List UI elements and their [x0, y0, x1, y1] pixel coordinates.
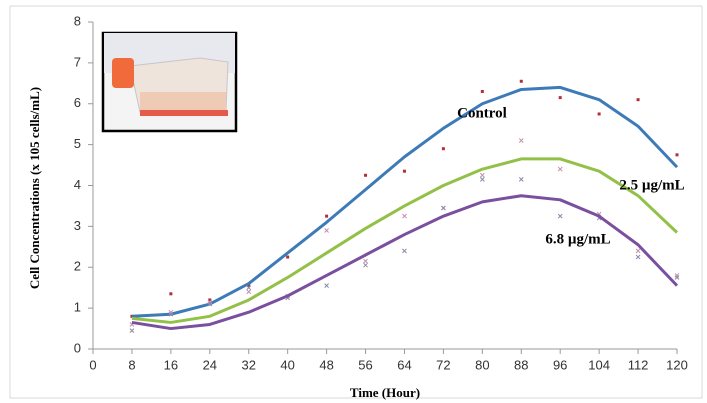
- data-point: [480, 89, 484, 93]
- data-point: [519, 79, 523, 83]
- data-point: [168, 311, 174, 317]
- cap: [112, 58, 134, 88]
- fit-curve: [131, 85, 679, 318]
- data-point: [402, 248, 407, 254]
- data-point: [324, 283, 329, 288]
- data-point: [402, 169, 406, 173]
- data-point: [363, 258, 368, 264]
- data-point: [597, 112, 601, 116]
- y-tick-label: 5: [74, 136, 81, 151]
- data-point: [635, 248, 641, 254]
- data-point: [247, 284, 251, 288]
- y-axis-label: Cell Concentrations (x 105 cells/mL): [27, 87, 42, 289]
- data-point: [246, 285, 252, 291]
- x-tick-label: 16: [164, 357, 178, 372]
- y-tick-label: 3: [74, 218, 81, 233]
- x-tick-label: 8: [128, 357, 135, 372]
- data-point: [324, 228, 329, 233]
- x-tick-label: 56: [358, 357, 372, 372]
- data-point: [364, 173, 368, 177]
- curve-label: 2.5 µg/mL: [619, 177, 684, 193]
- x-tick-label: 32: [241, 357, 255, 372]
- y-tick-label: 4: [74, 177, 81, 192]
- y-tick-label: 1: [74, 300, 81, 315]
- data-point: [325, 214, 329, 218]
- y-tick-label: 2: [74, 259, 81, 274]
- x-tick-label: 24: [203, 357, 217, 372]
- data-point: [208, 298, 212, 302]
- x-tick-label: 0: [89, 357, 96, 372]
- x-tick-label: 96: [553, 357, 567, 372]
- x-tick-label: 120: [666, 357, 688, 372]
- data-point: [286, 255, 290, 259]
- data-point: [518, 138, 524, 143]
- data-point: [207, 301, 213, 307]
- curve-label: Control: [457, 105, 507, 121]
- data-point: [402, 213, 407, 219]
- x-tick-label: 40: [280, 357, 294, 372]
- data-point: [441, 205, 446, 211]
- x-tick-label: 104: [588, 357, 610, 372]
- data-point: [169, 292, 173, 296]
- x-tick-label: 112: [628, 357, 649, 372]
- x-tick-label: 48: [319, 357, 333, 372]
- data-point: [557, 213, 563, 219]
- y-tick-label: 8: [74, 13, 81, 28]
- y-tick-label: 6: [74, 95, 81, 110]
- data-point: [441, 147, 445, 151]
- x-tick-label: 64: [397, 357, 411, 372]
- data-point: [479, 172, 485, 178]
- y-tick-label: 7: [74, 54, 81, 69]
- x-tick-label: 72: [436, 357, 450, 372]
- data-point: [674, 275, 680, 280]
- data-point: [129, 328, 135, 333]
- data-point: [557, 166, 563, 172]
- fit-curve: [131, 194, 679, 331]
- data-point: [363, 262, 368, 268]
- data-point: [636, 98, 640, 102]
- data-point: [479, 177, 485, 182]
- data-point: [246, 289, 252, 295]
- flask-base: [140, 110, 228, 116]
- x-axis-label: Time (Hour): [350, 385, 420, 400]
- medium: [140, 92, 226, 110]
- data-point: [675, 153, 679, 157]
- inset-photo: [101, 31, 238, 133]
- x-tick-label: 80: [475, 357, 489, 372]
- x-tick-label: 88: [514, 357, 528, 372]
- data-point: [635, 254, 641, 260]
- fit-curve: [131, 157, 679, 324]
- data-point: [518, 177, 524, 182]
- curve-label: 6.8 µg/mL: [545, 231, 610, 247]
- data-point: [558, 96, 562, 100]
- y-tick-label: 0: [74, 340, 81, 355]
